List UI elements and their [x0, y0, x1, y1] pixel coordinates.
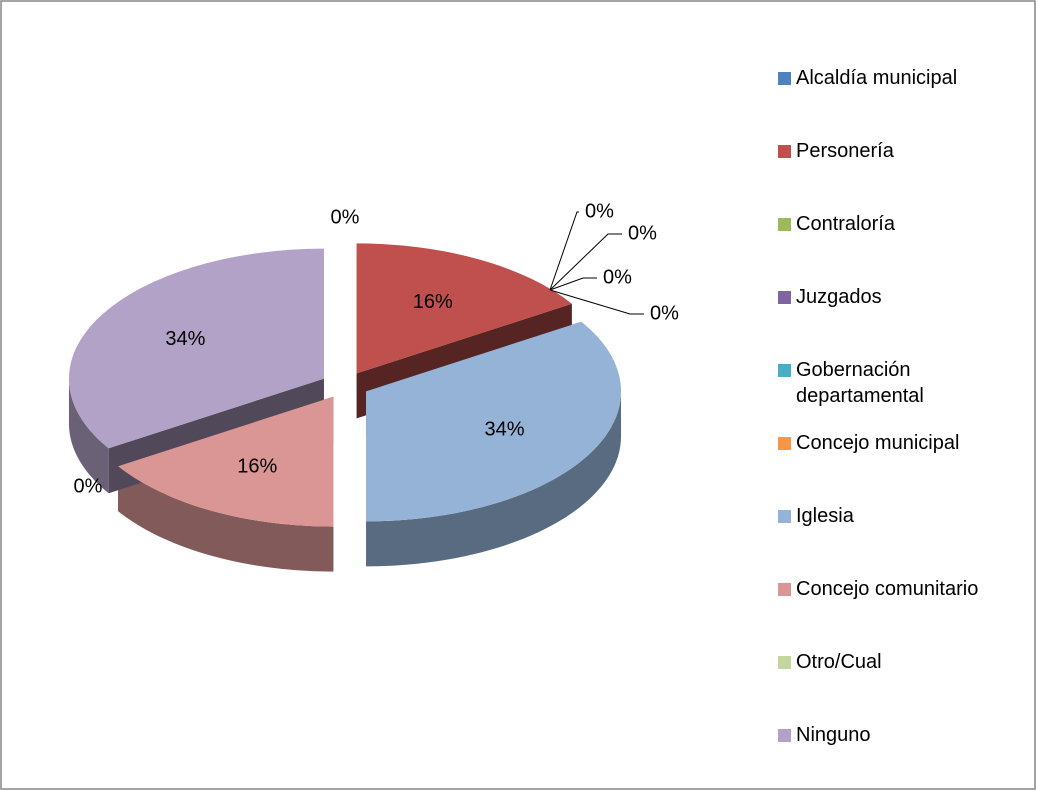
legend-label: Contraloría — [796, 213, 895, 235]
legend-label: Concejo municipal — [796, 432, 960, 454]
leader-line — [549, 289, 644, 315]
slice — [356, 243, 572, 374]
data-label: 0% — [628, 222, 657, 244]
legend-item: Juzgados — [778, 277, 1028, 350]
legend-label: Personería — [796, 140, 894, 162]
legend-swatch — [778, 72, 791, 85]
legend-label: Alcaldía municipal — [796, 67, 958, 89]
legend-label: Otro/Cual — [796, 651, 882, 673]
legend-label: Concejo comunitario — [796, 578, 979, 600]
legend-swatch — [778, 291, 791, 304]
legend-swatch — [778, 510, 791, 523]
legend-swatch — [778, 437, 791, 450]
slice-side — [68, 378, 109, 494]
legend-swatch — [778, 729, 791, 742]
data-label: 0% — [603, 266, 632, 288]
slice-side — [366, 391, 622, 567]
legend: Alcaldía municipal Personería Contraloría J… — [778, 58, 1028, 788]
legend-swatch — [778, 145, 791, 158]
leader-line — [549, 233, 622, 291]
data-label: 16% — [413, 291, 453, 313]
slice — [366, 321, 622, 522]
data-label: 34% — [485, 418, 525, 440]
data-label: 0% — [74, 475, 103, 497]
legend-item: Concejo comunitario — [778, 569, 1028, 642]
data-label: 0% — [585, 200, 614, 222]
legend-label: Juzgados — [796, 286, 882, 308]
leader-line — [549, 277, 597, 291]
legend-label: Ninguno — [796, 724, 871, 746]
legend-item: Otro/Cual — [778, 642, 1028, 715]
legend-swatch — [778, 364, 791, 377]
slice-side — [118, 466, 334, 572]
pie-tops — [68, 243, 622, 527]
legend-item: Concejo municipal — [778, 423, 1028, 496]
legend-item: Personería — [778, 131, 1028, 204]
data-label: 0% — [331, 206, 360, 228]
legend-item: Iglesia — [778, 496, 1028, 569]
legend-item: Contraloría — [778, 204, 1028, 277]
legend-label: Iglesia — [796, 505, 854, 527]
legend-swatch — [778, 218, 791, 231]
slice — [118, 396, 334, 527]
legend-item: Alcaldía municipal — [778, 58, 1028, 131]
legend-label: Gobernación departamental — [796, 359, 924, 407]
data-label: 0% — [650, 302, 679, 324]
legend-item: Ninguno — [778, 715, 1028, 788]
legend-swatch — [778, 583, 791, 596]
data-label: 16% — [237, 455, 277, 477]
legend-item: Gobernación departamental — [778, 350, 1028, 423]
slice — [365, 308, 581, 378]
legend-swatch — [778, 656, 791, 669]
leader-line — [549, 211, 579, 291]
data-label: 34% — [165, 328, 205, 350]
slice — [68, 248, 324, 449]
